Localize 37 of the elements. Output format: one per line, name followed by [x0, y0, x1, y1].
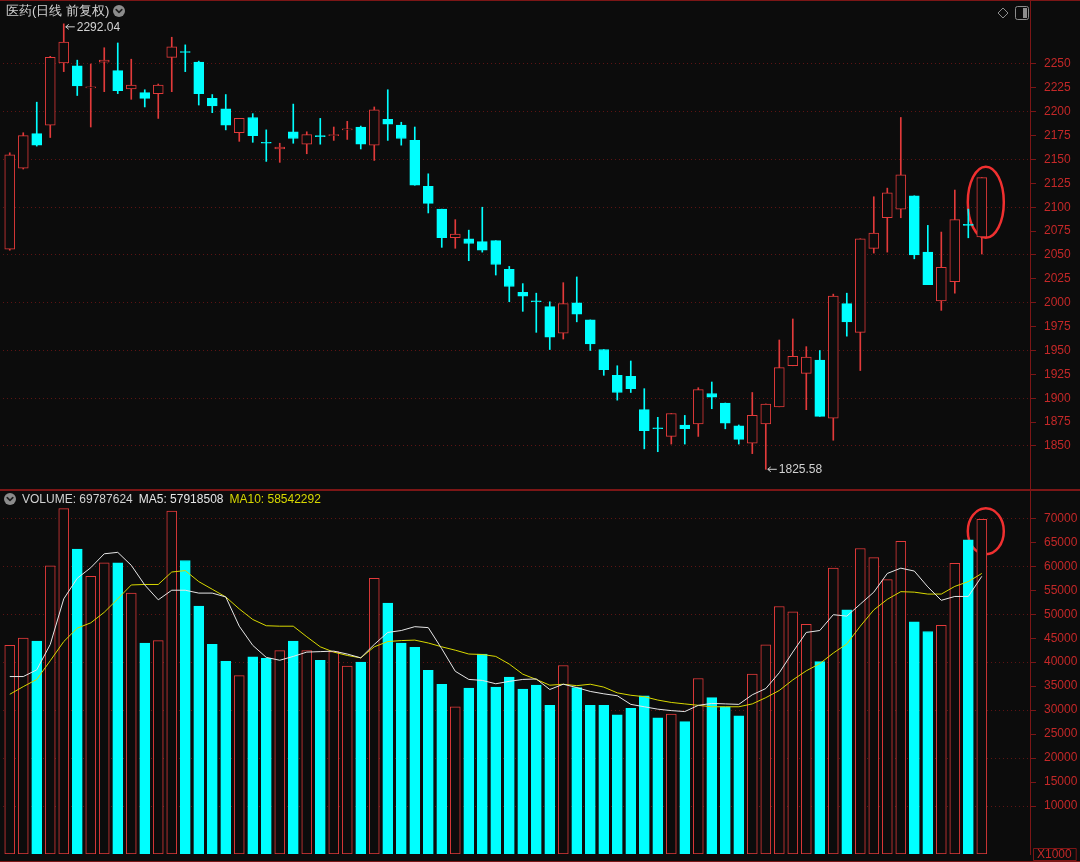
y-tick-label: 35000	[1044, 678, 1078, 693]
y-tick-label: 1975	[1044, 318, 1072, 333]
y-tick-label: 1900	[1044, 390, 1072, 405]
chart-title: VOLUME: 69787624	[22, 492, 133, 506]
y-tick-label: 2150	[1044, 151, 1072, 166]
y-tick-label: 50000	[1044, 606, 1078, 621]
y-tick-label: 30000	[1044, 702, 1078, 717]
y-tick-label: 40000	[1044, 654, 1078, 669]
y-tick-label: 1875	[1044, 414, 1072, 429]
y-tick-label: 1925	[1044, 366, 1072, 381]
annotation: 2292.04	[76, 19, 121, 34]
y-tick-label: 2050	[1044, 247, 1072, 262]
y-tick-label: 2000	[1044, 295, 1072, 310]
y-tick-label: 2075	[1044, 223, 1072, 238]
y-tick-label: 20000	[1044, 750, 1078, 765]
y-tick-label: 2025	[1044, 271, 1072, 286]
y-tick-label: 55000	[1044, 582, 1078, 597]
y-tick-label: 60000	[1044, 558, 1078, 573]
text: MA10: 58542292	[229, 492, 321, 506]
text: MA5: 57918508	[138, 492, 224, 506]
y-tick-label: 10000	[1044, 798, 1078, 813]
y-tick-label: 2200	[1044, 104, 1072, 119]
annotation: 1825.58	[778, 462, 823, 477]
y-tick-label: 2100	[1044, 199, 1072, 214]
y-tick-label: 70000	[1044, 510, 1078, 525]
y-tick-label: 25000	[1044, 726, 1078, 741]
y-tick-label: 2125	[1044, 175, 1072, 190]
y-axis-title: X1000	[1037, 847, 1073, 862]
y-tick-label: 2225	[1044, 80, 1072, 95]
y-tick-label: 1850	[1044, 438, 1072, 453]
y-tick-label: 15000	[1044, 774, 1078, 789]
y-tick-label: 2250	[1044, 56, 1072, 71]
y-tick-label: 1950	[1044, 342, 1072, 357]
y-tick-label: 2175	[1044, 127, 1072, 142]
y-tick-label: 45000	[1044, 630, 1078, 645]
chart-title: 医药(日线 前复权)	[6, 3, 110, 18]
y-tick-label: 65000	[1044, 534, 1078, 549]
